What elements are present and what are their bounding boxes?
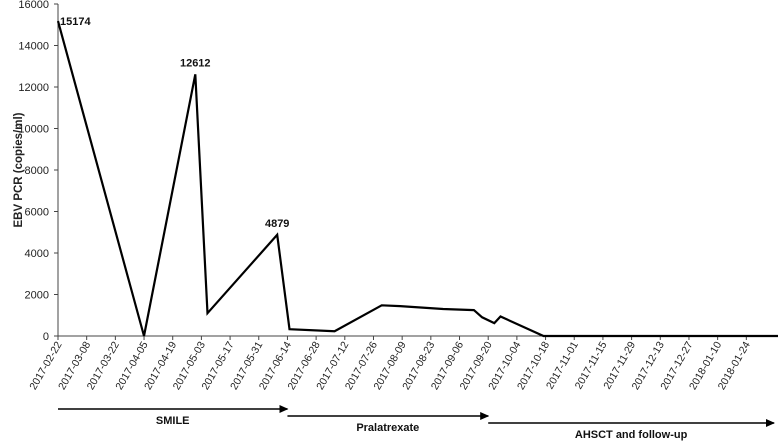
phase-label: Pralatrexate bbox=[356, 422, 419, 434]
data-labels: 15174 12612 4879 bbox=[60, 16, 289, 230]
y-axis-label: EBV PCR (copies/ml) bbox=[13, 112, 25, 227]
y-tick-label: 0 bbox=[43, 331, 49, 343]
phase-label: SMILE bbox=[156, 415, 190, 427]
y-tick-label: 6000 bbox=[25, 207, 49, 219]
y-tick-label: 12000 bbox=[18, 82, 49, 94]
phase-label: AHSCT and follow-up bbox=[575, 429, 688, 441]
y-tick-label: 2000 bbox=[25, 290, 49, 302]
y-tick-label: 14000 bbox=[18, 41, 49, 53]
y-tick-label: 10000 bbox=[18, 124, 49, 136]
y-tick-label: 4000 bbox=[25, 248, 49, 260]
data-label: 15174 bbox=[60, 16, 91, 28]
y-tick-label: 8000 bbox=[25, 165, 49, 177]
treatment-phases: SMILE Pralatrexate AHSCT and follow-up bbox=[58, 405, 775, 441]
data-label: 4879 bbox=[265, 218, 289, 230]
series-line bbox=[56, 20, 778, 338]
y-axis: 0 2000 4000 6000 8000 10000 12000 14000 16000 bbox=[18, 0, 59, 343]
data-label: 12612 bbox=[180, 57, 211, 69]
x-axis: 2017-02-222017-03-082017-03-222017-04-05… bbox=[27, 335, 775, 392]
series-group bbox=[56, 20, 778, 338]
y-tick-label: 16000 bbox=[18, 0, 49, 11]
